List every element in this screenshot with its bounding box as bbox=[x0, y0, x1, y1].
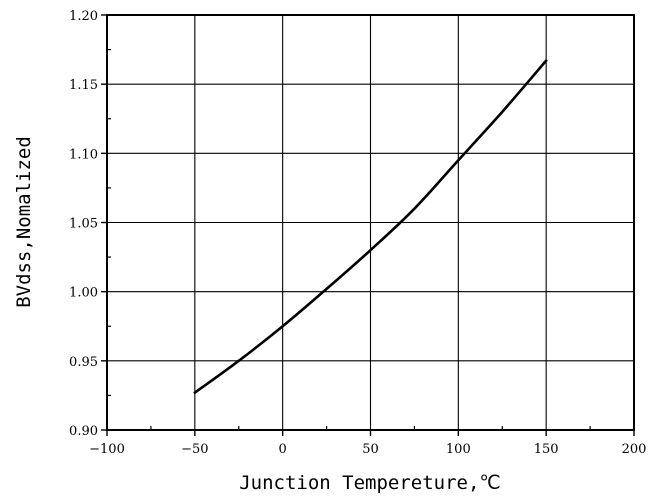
x-tick-label: 100 bbox=[446, 442, 471, 457]
series-line bbox=[193, 59, 548, 394]
y-axis-label: BVdss,Nomalized bbox=[13, 136, 35, 308]
grid-lines bbox=[107, 15, 634, 430]
x-tick-label: 150 bbox=[534, 442, 559, 457]
y-tick-label: 1.15 bbox=[69, 78, 98, 93]
y-tick-label: 0.90 bbox=[69, 424, 98, 439]
x-tick-label: 0 bbox=[279, 442, 287, 457]
y-tick-label: 0.95 bbox=[69, 355, 98, 370]
y-tick-labels: 0.90 0.95 1.00 1.05 1.10 1.15 1.20 bbox=[69, 9, 98, 439]
y-tick-label: 1.20 bbox=[69, 9, 98, 24]
axis-ticks bbox=[101, 14, 635, 436]
series-group bbox=[193, 59, 548, 394]
x-tick-labels: −100 −50 0 50 100 150 200 bbox=[89, 442, 646, 457]
x-tick-label: 50 bbox=[362, 442, 379, 457]
y-tick-label: 1.00 bbox=[69, 286, 98, 301]
y-tick-label: 1.05 bbox=[69, 217, 98, 232]
plot-frame bbox=[106, 14, 635, 431]
x-tick-label: −100 bbox=[89, 442, 125, 457]
x-axis-label: Junction Tempereture,℃ bbox=[239, 472, 501, 494]
y-tick-label: 1.10 bbox=[69, 147, 98, 162]
x-tick-label: −50 bbox=[181, 442, 208, 457]
x-tick-label: 200 bbox=[622, 442, 647, 457]
